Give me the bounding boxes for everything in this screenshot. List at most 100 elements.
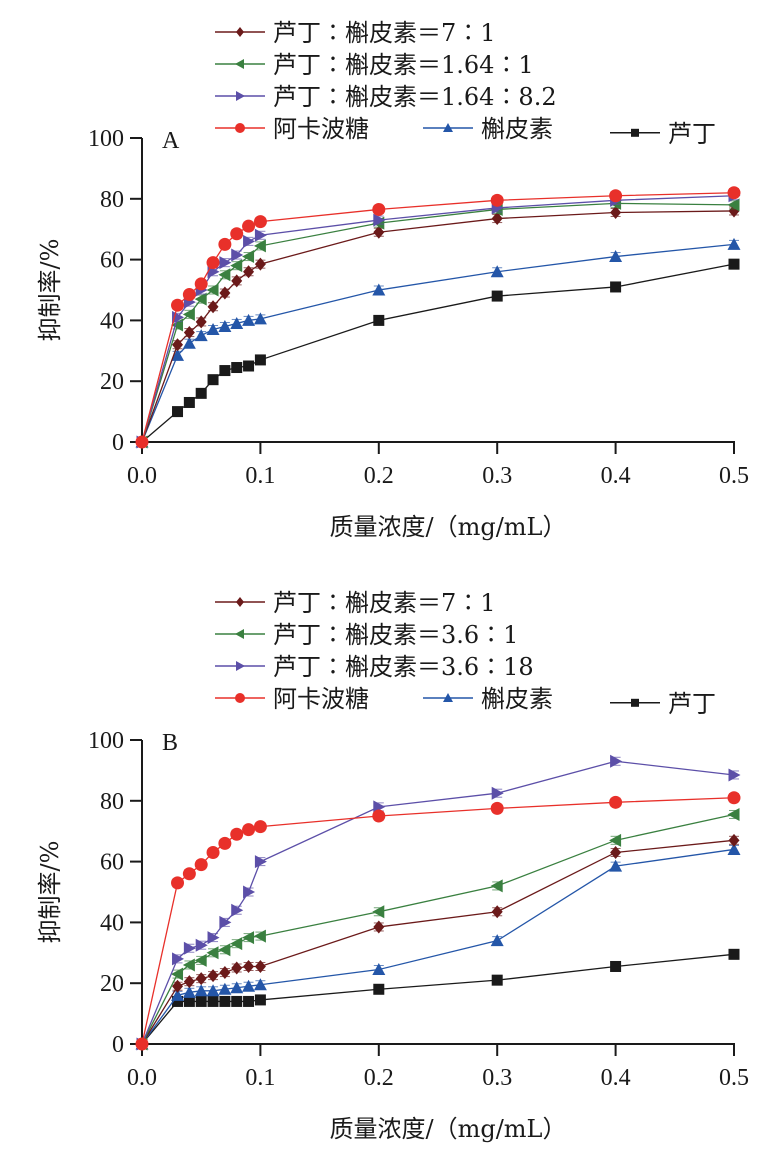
series-line	[141, 192, 735, 443]
series-5	[136, 258, 740, 448]
data-point	[491, 212, 503, 226]
legend-item: 芦丁∶槲皮素＝1.64∶1	[215, 51, 534, 79]
legend-label: 芦丁∶槲皮素＝3.6∶1	[273, 621, 518, 649]
series-2	[136, 754, 741, 1051]
x-axis-title: 质量浓度/（mg/mL）	[330, 513, 567, 541]
data-point	[610, 845, 622, 859]
data-point	[490, 193, 504, 207]
data-point	[218, 268, 231, 282]
y-axis-title: 抑制率/%	[36, 239, 64, 342]
legend-label: 芦丁∶槲皮素＝1.64∶8.2	[273, 83, 557, 111]
axes: 0 20 40 60 80 100 0.0 0.1 0.2 0.3 0.4 0.5	[88, 728, 749, 1091]
legend-marker-triangle-up-icon	[443, 693, 453, 702]
x-tick-label: 0.4	[601, 463, 631, 489]
data-point	[194, 984, 208, 997]
data-point	[219, 256, 232, 270]
data-point	[253, 929, 266, 943]
series-4	[135, 237, 741, 448]
legend-label: 芦丁∶槲皮素＝7∶1	[273, 589, 496, 617]
data-point	[219, 995, 231, 1007]
data-point	[206, 256, 220, 270]
data-point	[183, 941, 196, 955]
data-point	[194, 858, 208, 872]
y-tick-label: 80	[100, 187, 124, 213]
data-point	[253, 978, 267, 991]
panel-label: B	[162, 730, 178, 756]
data-point	[183, 396, 195, 408]
data-point	[171, 348, 185, 361]
data-point	[183, 995, 195, 1007]
data-point	[727, 842, 741, 855]
x-tick-label: 0.4	[601, 1065, 631, 1091]
legend-marker-square-icon	[631, 698, 639, 707]
series-0	[136, 833, 740, 1051]
series-2	[136, 189, 741, 449]
data-point	[491, 974, 503, 986]
series-line	[141, 839, 735, 1045]
data-point	[254, 257, 266, 271]
data-point	[243, 360, 255, 372]
legend-marker-triangle-right-icon	[236, 91, 245, 101]
y-tick-label: 100	[88, 728, 124, 754]
legend-label: 槲皮素	[481, 685, 553, 713]
data-point	[182, 336, 196, 349]
legend-marker-triangle-right-icon	[236, 661, 245, 671]
legend-label: 芦丁∶槲皮素＝1.64∶1	[273, 51, 534, 79]
legend-label: 阿卡波糖	[273, 115, 369, 143]
data-point	[172, 995, 184, 1007]
data-point	[207, 374, 219, 386]
chart-panel-b: 芦丁∶槲皮素＝7∶1 芦丁∶槲皮素＝3.6∶1 芦丁∶槲皮素＝3.6∶18 阿卡波糖 槲…	[36, 589, 749, 1143]
x-tick-label: 0.5	[719, 463, 749, 489]
data-point	[727, 807, 740, 821]
panel-label: A	[162, 128, 180, 154]
legend-item: 芦丁∶槲皮素＝3.6∶18	[215, 653, 534, 681]
legend-marker-circle-icon	[235, 693, 245, 703]
y-tick-label: 40	[100, 308, 124, 334]
x-tick-label: 0.0	[127, 1065, 157, 1091]
data-point	[242, 823, 256, 837]
legend-item: 芦丁∶槲皮素＝7∶1	[215, 19, 496, 47]
data-point	[182, 867, 196, 881]
data-point	[219, 286, 231, 300]
legend-label: 芦丁	[668, 120, 716, 148]
data-point	[610, 960, 622, 972]
series-1	[135, 807, 740, 1051]
data-point	[219, 365, 231, 377]
legend-marker-circle-icon	[235, 123, 245, 133]
data-point	[609, 250, 623, 263]
data-point	[372, 809, 386, 823]
series-3	[135, 791, 741, 1051]
legend: 芦丁∶槲皮素＝7∶1 芦丁∶槲皮素＝1.64∶1 芦丁∶槲皮素＝1.64∶8.2 阿卡…	[215, 19, 716, 148]
legend-label: 芦丁∶槲皮素＝3.6∶18	[273, 653, 534, 681]
data-point	[219, 966, 231, 980]
data-point	[207, 969, 219, 983]
data-point	[610, 205, 622, 219]
legend-item: 芦丁	[610, 120, 716, 148]
data-point	[254, 959, 266, 973]
data-point	[206, 946, 219, 960]
data-point	[243, 265, 255, 279]
legend-item: 槲皮素	[423, 685, 553, 713]
data-point	[218, 237, 232, 251]
data-point	[206, 323, 220, 336]
data-point	[218, 982, 232, 995]
data-point	[610, 281, 622, 293]
legend-label: 芦丁	[668, 690, 716, 718]
legend-marker-diamond-icon	[236, 597, 244, 607]
data-point	[490, 934, 504, 947]
data-point	[194, 277, 208, 291]
data-point	[254, 855, 267, 869]
series-0	[136, 204, 740, 449]
data-point	[491, 905, 503, 919]
data-point	[373, 213, 386, 227]
data-point	[491, 290, 503, 302]
data-point	[242, 250, 255, 264]
data-point	[195, 315, 207, 329]
data-point	[727, 198, 740, 212]
legend: 芦丁∶槲皮素＝7∶1 芦丁∶槲皮素＝3.6∶1 芦丁∶槲皮素＝3.6∶18 阿卡波糖 槲…	[215, 589, 716, 718]
legend-item: 芦丁∶槲皮素＝3.6∶1	[215, 621, 518, 649]
data-point	[253, 239, 266, 253]
x-tick-label: 0.1	[245, 1065, 275, 1091]
series-line	[141, 953, 735, 1045]
